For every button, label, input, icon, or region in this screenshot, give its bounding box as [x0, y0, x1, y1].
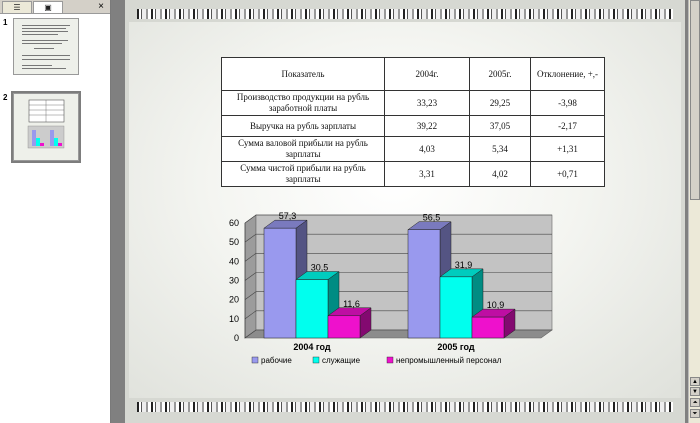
- indicators-table: Показатель 2004г. 2005г. Отклонение, +,-…: [221, 57, 605, 187]
- table-row: Производство продукции на рубль заработн…: [221, 90, 605, 116]
- slide-canvas[interactable]: Показатель 2004г. 2005г. Отклонение, +,-…: [125, 0, 685, 423]
- table-cell: -3,98: [530, 90, 605, 116]
- top-border-decoration: [137, 9, 673, 19]
- table-cell: 37,05: [469, 115, 531, 137]
- table-cell: 4,03: [384, 136, 470, 162]
- slide-number-2: 2: [3, 93, 8, 102]
- table-row: Выручка на рубль зарплаты 39,22 37,05 -2…: [221, 115, 605, 137]
- table-cell: 3,31: [384, 161, 470, 187]
- table-cell: Производство продукции на рубль заработн…: [221, 90, 385, 116]
- close-icon[interactable]: ×: [98, 1, 104, 12]
- table-cell: 5,34: [469, 136, 531, 162]
- next-slide-button[interactable]: ⏷: [690, 409, 700, 418]
- table-cell: -2,17: [530, 115, 605, 137]
- bottom-border-decoration: [137, 402, 673, 412]
- slide-thumbnail-2[interactable]: [11, 91, 81, 163]
- table-header-cell: 2005г.: [469, 57, 531, 91]
- table-cell: +0,71: [530, 161, 605, 187]
- vertical-scrollbar[interactable]: ▲ ▼ ⏶ ⏷: [688, 0, 700, 423]
- table-cell: 4,02: [469, 161, 531, 187]
- table-cell: 29,25: [469, 90, 531, 116]
- table-header-cell: 2004г.: [384, 57, 470, 91]
- outline-tab[interactable]: ☰: [2, 1, 32, 13]
- table-cell: Сумма чистой прибыли на рубль зарплаты: [221, 161, 385, 187]
- table-cell: 33,23: [384, 90, 470, 116]
- table-header-cell: Показатель: [221, 57, 385, 91]
- table-header-cell: Отклонение, +,-: [530, 57, 605, 91]
- slides-tab[interactable]: ▣: [33, 1, 63, 13]
- previous-slide-button[interactable]: ⏶: [690, 398, 700, 407]
- scroll-down-button[interactable]: ▼: [690, 387, 700, 396]
- slides-icon: ▣: [44, 3, 52, 12]
- scroll-up-button[interactable]: ▲: [690, 377, 700, 386]
- slide-number-1: 1: [3, 18, 8, 27]
- slide-thumbnail-1[interactable]: [13, 18, 79, 75]
- outline-icon: ☰: [13, 3, 21, 12]
- panel-tabs: ☰ ▣ ×: [0, 0, 110, 14]
- scrollbar-thumb[interactable]: [690, 0, 700, 200]
- table-cell: Сумма валовой прибыли на рубль зарплаты: [221, 136, 385, 162]
- slides-panel: ☰ ▣ × 1 2: [0, 0, 111, 423]
- thumbnail-preview: [27, 99, 65, 149]
- table-cell: Выручка на рубль зарплаты: [221, 115, 385, 137]
- table-cell: +1,31: [530, 136, 605, 162]
- table-row: Сумма валовой прибыли на рубль зарплаты …: [221, 136, 605, 162]
- table-header-row: Показатель 2004г. 2005г. Отклонение, +,-: [221, 57, 605, 91]
- table-row: Сумма чистой прибыли на рубль зарплаты 3…: [221, 161, 605, 187]
- table-cell: 39,22: [384, 115, 470, 137]
